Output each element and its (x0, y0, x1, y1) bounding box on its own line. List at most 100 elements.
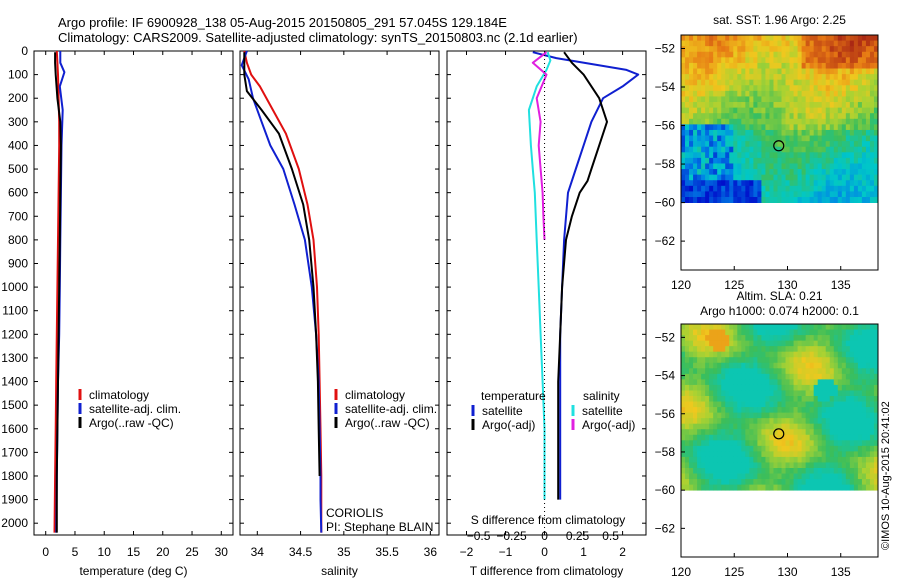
heatmap-cell (757, 335, 762, 342)
heatmap-cell (801, 152, 807, 159)
heatmap-cell (681, 379, 686, 386)
heatmap-cell (745, 440, 750, 447)
heatmap-cell (797, 152, 803, 159)
heatmap-cell (769, 456, 774, 463)
heatmap-cell (733, 107, 738, 114)
heatmap-cell (729, 412, 734, 419)
heatmap-cell (717, 46, 722, 53)
heatmap-cell (697, 396, 702, 402)
heatmap-cell (825, 79, 831, 86)
heatmap-cell (757, 456, 762, 463)
heatmap-cell (813, 74, 819, 81)
heatmap-cell (813, 62, 819, 69)
header-line-1: Argo profile: IF 6900928_138 05-Aug-2015… (58, 15, 507, 30)
heatmap-cell (857, 62, 863, 69)
heatmap-cell (681, 191, 686, 198)
heatmap-cell (789, 146, 794, 153)
heatmap-cell (793, 180, 798, 187)
heatmap-cell (717, 180, 722, 187)
heatmap-cell (713, 473, 718, 480)
y-tick-label: 400 (8, 138, 28, 152)
heatmap-cell (821, 118, 827, 125)
heatmap-cell (737, 329, 742, 336)
heatmap-cell (797, 135, 803, 142)
heatmap-cell (685, 169, 690, 176)
heatmap-cell (777, 135, 782, 142)
heatmap-cell (725, 423, 730, 430)
heatmap-cell (717, 373, 722, 380)
heatmap-cell (749, 396, 754, 402)
heatmap-cell (733, 163, 738, 170)
heatmap-cell (745, 396, 750, 402)
heatmap-cell (821, 440, 827, 447)
heatmap-cell (777, 124, 782, 131)
y-tick-label: 0 (21, 44, 28, 58)
heatmap-cell (753, 96, 758, 103)
heatmap-cell (841, 152, 847, 159)
heatmap-cell (845, 118, 851, 125)
heatmap-cell (833, 346, 839, 353)
heatmap-cell (845, 324, 851, 330)
heatmap-cell (797, 412, 803, 419)
heatmap-cell (737, 484, 742, 491)
heatmap-cell (737, 384, 742, 391)
heatmap-cell (841, 35, 847, 41)
heatmap-cell (845, 46, 851, 53)
heatmap-cell (757, 468, 762, 474)
heatmap-cell (745, 434, 750, 441)
heatmap-cell (809, 57, 815, 64)
heatmap-cell (689, 46, 694, 53)
heatmap-cell (769, 79, 774, 86)
heatmap-cell (765, 90, 770, 97)
heatmap-cell (853, 445, 859, 452)
heatmap-cell (757, 329, 762, 336)
heatmap-cell (789, 113, 794, 120)
heatmap-cell (805, 329, 811, 336)
heatmap-cell (853, 451, 859, 458)
heatmap-cell (737, 146, 742, 153)
heatmap-cell (773, 384, 778, 391)
heatmap-cell (693, 40, 698, 47)
heatmap-cell (709, 384, 714, 391)
heatmap-cell (853, 169, 859, 176)
heatmap-cell (757, 351, 762, 358)
heatmap-cell (737, 46, 742, 53)
map-frame (680, 323, 879, 558)
heatmap-cell (805, 68, 811, 75)
heatmap-cell (689, 146, 694, 153)
heatmap-cell (813, 163, 819, 170)
heatmap-cell (757, 174, 762, 181)
heatmap-cell (733, 362, 738, 369)
heatmap-cell (833, 62, 839, 69)
heatmap-cell (717, 191, 722, 198)
heatmap-cell (873, 429, 879, 436)
heatmap-cell (685, 62, 690, 69)
heatmap-cell (813, 440, 819, 447)
heatmap-cell (825, 335, 831, 342)
heatmap-cell (825, 340, 831, 347)
heatmap-cell (737, 163, 742, 170)
heatmap-cell (685, 74, 690, 81)
y-tick-label: 1500 (1, 398, 28, 412)
heatmap-cell (697, 418, 702, 425)
heatmap-cell (737, 79, 742, 86)
heatmap-cell (841, 351, 847, 358)
heatmap-cell (869, 141, 875, 148)
heatmap-cell (737, 35, 742, 41)
heatmap-cell (793, 62, 798, 69)
heatmap-cell (753, 479, 758, 486)
heatmap-cell (809, 373, 815, 380)
heatmap-cell (857, 379, 863, 386)
heatmap-cell (861, 407, 867, 414)
heatmap-cell (821, 462, 827, 469)
heatmap-cell (817, 46, 823, 53)
heatmap-cell (701, 379, 706, 386)
heatmap-cell (813, 180, 819, 187)
heatmap-cell (821, 346, 827, 353)
heatmap-cell (761, 157, 766, 164)
heatmap-cell (685, 174, 690, 181)
heatmap-cell (745, 390, 750, 397)
heatmap-cell (785, 379, 790, 386)
heatmap-cell (757, 141, 762, 148)
heatmap-cell (797, 68, 803, 75)
